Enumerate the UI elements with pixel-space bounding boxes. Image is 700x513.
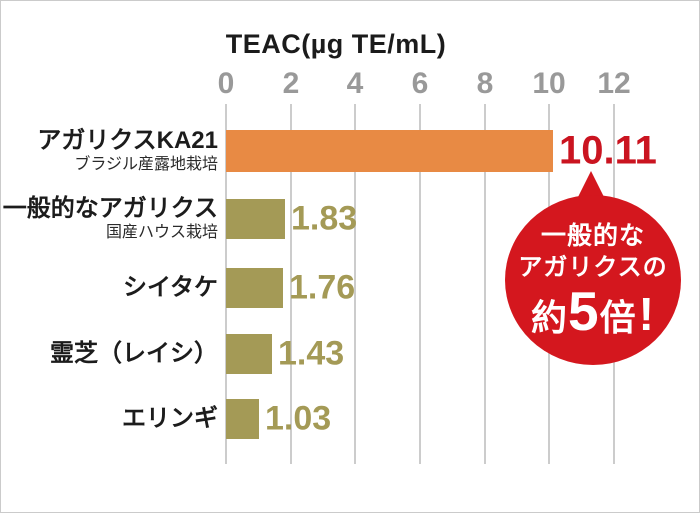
bar-value: 1.76 <box>289 268 356 307</box>
category-sublabel: 国産ハウス栽培 <box>105 224 218 241</box>
bar-value: 1.83 <box>291 199 358 238</box>
x-tick-label-8: 8 <box>476 67 494 100</box>
bar-value: 1.43 <box>278 334 345 373</box>
bar <box>226 399 259 439</box>
x-tick-label-6: 6 <box>411 67 429 100</box>
bar-row: エリンギ 1.03 <box>1 399 699 439</box>
bar <box>226 268 283 308</box>
category-label: アガリクスKA21 <box>37 127 218 154</box>
chart-title: TEAC(µg TE/mL) <box>225 29 447 59</box>
grid-line <box>484 104 486 464</box>
category-sublabel: ブラジル産露地栽培 <box>74 156 218 173</box>
x-tick-label-0: 0 <box>217 67 235 100</box>
badge-suffix: 倍 <box>599 296 637 338</box>
x-tick-label-10: 10 <box>532 67 566 100</box>
x-tick-label-2: 2 <box>282 67 300 100</box>
category-label-block: 霊芝（レイシ） <box>1 334 218 374</box>
badge-exclamation: ! <box>638 287 655 340</box>
bar <box>226 130 553 172</box>
category-label: 一般的なアガリクス <box>2 195 218 222</box>
category-label-block: 一般的なアガリクス 国産ハウス栽培 <box>1 195 218 242</box>
category-label-block: シイタケ <box>1 268 218 308</box>
badge-text-line2: アガリクスの <box>518 253 668 281</box>
badge-prefix: 約 <box>531 296 569 338</box>
badge-multiplier: 5 <box>568 279 600 342</box>
bar-value: 10.11 <box>559 128 657 173</box>
x-tick-label-4: 4 <box>346 67 364 100</box>
bar-row: シイタケ 1.76 <box>1 268 699 308</box>
category-label: シイタケ <box>122 274 218 301</box>
x-tick-label-12: 12 <box>597 67 631 100</box>
category-label: 霊芝（レイシ） <box>50 340 218 367</box>
bar-value: 1.03 <box>265 399 332 438</box>
highlight-badge: 一般的な アガリクスの 約 5 倍 ! <box>505 195 681 365</box>
grid-line <box>354 104 356 464</box>
badge-text-line1: 一般的な <box>540 221 645 250</box>
badge-text-line3: 約 5 倍 ! <box>531 279 655 342</box>
grid-line <box>290 104 292 464</box>
bar-row: 一般的なアガリクス 国産ハウス栽培 1.83 <box>1 195 699 242</box>
category-label: エリンギ <box>122 405 218 432</box>
category-label-block: エリンギ <box>1 399 218 439</box>
bar-row: アガリクスKA21 ブラジル産露地栽培 10.11 <box>1 127 699 174</box>
bar <box>226 334 272 374</box>
bar-row: 霊芝（レイシ） 1.43 <box>1 334 699 374</box>
bar <box>226 199 285 239</box>
grid-line <box>419 104 421 464</box>
category-label-block: アガリクスKA21 ブラジル産露地栽培 <box>1 127 218 174</box>
